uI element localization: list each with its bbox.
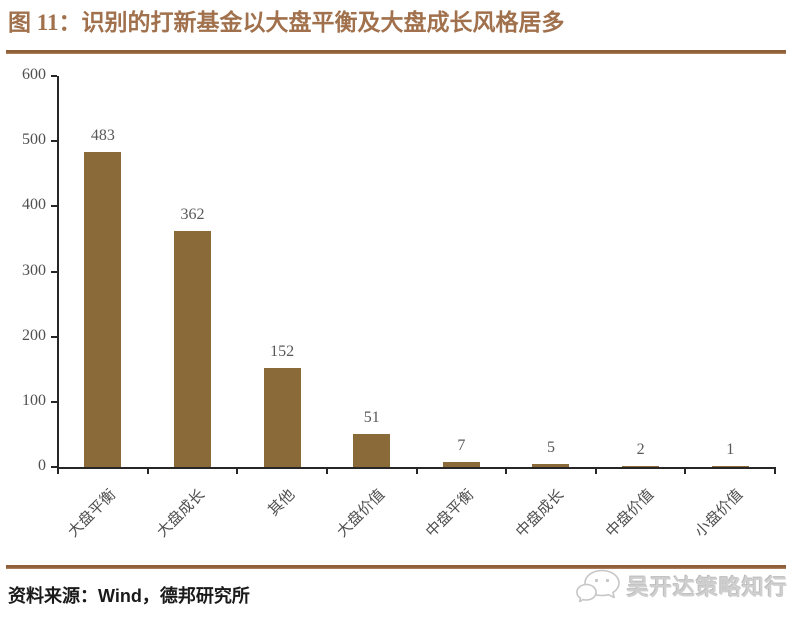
y-tick-label: 100 (22, 391, 46, 409)
y-tick-label: 200 (22, 326, 46, 344)
x-axis-tick (684, 469, 687, 474)
bar (353, 433, 391, 467)
bar-value-label: 2 (636, 440, 645, 458)
bar-value-label: 1 (726, 441, 735, 459)
category-label: 中盘价值 (602, 486, 657, 541)
x-axis-tick (236, 469, 239, 474)
y-axis-tick (51, 270, 57, 273)
bar-value-label: 362 (180, 206, 205, 224)
category-label: 小盘价值 (692, 486, 747, 541)
y-tick-label: 600 (22, 66, 46, 83)
bar (263, 367, 301, 467)
bar (442, 462, 480, 467)
bar-value-label: 7 (457, 437, 466, 455)
bar (84, 152, 122, 467)
x-axis-tick (505, 469, 508, 474)
x-axis-tick (325, 469, 328, 474)
y-axis-tick (51, 466, 57, 468)
bar (173, 231, 211, 467)
bar-value-label: 51 (363, 408, 380, 426)
watermark: 吴开达策略知行 (575, 569, 788, 603)
bar (622, 465, 660, 467)
y-tick-label: 300 (22, 261, 46, 279)
y-axis-tick (51, 335, 57, 338)
category-label: 大盘成长 (154, 486, 209, 541)
y-tick-label: 0 (38, 457, 46, 474)
category-label: 其他 (265, 486, 299, 520)
bar (711, 466, 749, 467)
y-tick-label: 500 (22, 131, 46, 149)
bar-value-label: 5 (546, 438, 555, 456)
bar (532, 463, 570, 467)
source-note: 资料来源：Wind，德邦研究所 (8, 582, 250, 608)
x-axis-tick (57, 469, 59, 474)
category-label: 大盘平衡 (65, 486, 119, 541)
x-axis-tick (594, 469, 597, 474)
wechat-bubbles-icon (575, 569, 621, 603)
source-prefix: 资料来源： (8, 586, 98, 606)
y-axis-line (57, 76, 59, 469)
x-axis-tick (415, 469, 418, 474)
watermark-text: 吴开达策略知行 (626, 575, 788, 600)
y-axis-tick (51, 140, 57, 143)
title-rule (6, 50, 786, 54)
source-suffix: ，德邦研究所 (141, 586, 250, 606)
y-axis-tick (51, 75, 57, 77)
y-axis-tick (51, 205, 57, 208)
bar-value-label: 483 (90, 127, 115, 145)
bar-chart: 0 100 200 300 400 500 600 483 大盘平衡 362 大盘成长 152 其他 51… (22, 66, 776, 541)
x-axis-tick (774, 469, 776, 474)
footer-rule (6, 565, 786, 569)
y-tick-label: 400 (22, 196, 46, 214)
figure-title: 图 11：识别的打新基金以大盘平衡及大盘成长风格居多 (8, 10, 565, 35)
y-axis-tick (51, 400, 57, 403)
source-name: Wind (98, 586, 142, 606)
category-label: 大盘价值 (334, 486, 388, 541)
x-axis-tick (146, 469, 149, 474)
category-label: 中盘成长 (513, 486, 568, 541)
x-axis-line (57, 467, 776, 469)
category-label: 中盘平衡 (423, 486, 478, 541)
bar-value-label: 152 (270, 342, 295, 360)
